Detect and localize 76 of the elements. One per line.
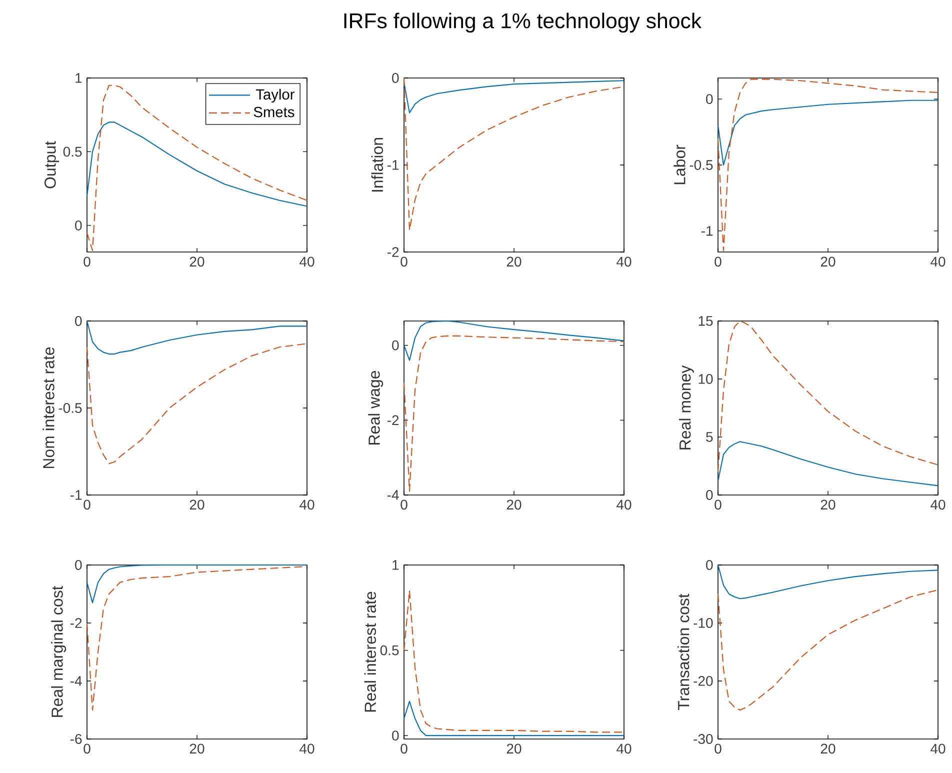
y-axis-title: Real wage xyxy=(368,370,384,444)
x-tick-label: 20 xyxy=(506,500,522,510)
x-tick-label: 20 xyxy=(190,744,204,754)
y-tick-label: -4 xyxy=(387,490,399,500)
y-tick-label: 0 xyxy=(75,316,82,326)
y-tick-label: -2 xyxy=(70,618,82,628)
y-tick-label: 0 xyxy=(392,730,399,741)
x-tick-label: 40 xyxy=(930,744,946,754)
x-tick-label: 0 xyxy=(400,256,408,267)
x-tick-label: 40 xyxy=(930,256,946,267)
line-series xyxy=(86,84,308,252)
x-tick-label: 20 xyxy=(820,500,836,510)
y-tick-label: -1 xyxy=(387,160,399,170)
legend-label: Smets xyxy=(254,106,294,118)
x-tick-label: 0 xyxy=(84,744,90,754)
line-series xyxy=(86,320,308,355)
x-tick-label: 40 xyxy=(300,500,314,510)
y-tick-label: -2 xyxy=(387,415,399,426)
x-tick-label: 0 xyxy=(84,500,90,510)
legend-label: Taylor xyxy=(256,88,294,103)
x-tick-label: 40 xyxy=(616,744,632,754)
line-series xyxy=(717,320,939,472)
x-tick-label: 0 xyxy=(400,500,408,510)
y-tick-label: 0 xyxy=(706,94,713,104)
x-tick-label: 40 xyxy=(300,744,314,754)
x-tick-label: 0 xyxy=(84,256,90,267)
x-tick-label: 20 xyxy=(820,744,836,754)
chart-title: IRFs following a 1% technology shock xyxy=(344,12,702,33)
y-tick-label: -2 xyxy=(387,247,399,257)
y-tick-label: 10 xyxy=(698,374,713,384)
y-tick-label: -6 xyxy=(70,734,82,744)
x-tick-label: 40 xyxy=(616,500,632,510)
y-tick-label: 0 xyxy=(392,73,399,83)
y-tick-label: -4 xyxy=(70,676,82,686)
y-tick-label: 0 xyxy=(706,560,713,570)
y-axis-title: Real marginal cost xyxy=(51,586,66,717)
y-tick-label: 5 xyxy=(706,432,713,442)
y-axis-title: Inflation xyxy=(371,138,384,192)
x-tick-label: 0 xyxy=(714,500,722,510)
y-tick-label: 1 xyxy=(76,73,82,83)
x-tick-label: 0 xyxy=(714,256,722,267)
y-tick-label: -0.5 xyxy=(58,403,82,413)
x-tick-label: 0 xyxy=(714,744,722,754)
x-tick-label: 20 xyxy=(506,256,522,267)
y-tick-label: 1 xyxy=(392,560,399,570)
y-tick-label: -1 xyxy=(70,490,82,500)
x-tick-label: 20 xyxy=(506,744,522,754)
y-tick-label: 0 xyxy=(75,560,82,570)
y-tick-label: -1 xyxy=(701,226,713,236)
x-tick-label: 20 xyxy=(190,500,204,510)
y-axis-title: Nom interest rate xyxy=(42,347,54,468)
x-tick-label: 40 xyxy=(300,256,314,267)
line-series xyxy=(403,320,625,361)
x-tick-label: 0 xyxy=(400,744,408,754)
y-tick-label: 15 xyxy=(698,316,713,326)
x-tick-label: 40 xyxy=(930,500,946,510)
y-tick-label: -20 xyxy=(694,676,713,686)
y-tick-label: 0.5 xyxy=(63,146,82,157)
x-tick-label: 20 xyxy=(190,256,204,267)
y-axis-title: Output xyxy=(44,141,60,188)
y-tick-label: -0.5 xyxy=(690,160,713,170)
y-axis-title: Transaction cost xyxy=(678,594,690,710)
line-series xyxy=(86,343,308,464)
x-tick-label: 20 xyxy=(820,256,836,267)
y-axis-title: Real interest rate xyxy=(364,592,376,712)
y-tick-label: 0.5 xyxy=(380,645,399,656)
y-tick-label: 0 xyxy=(75,220,82,230)
y-tick-label: 0 xyxy=(392,340,399,350)
y-tick-label: -30 xyxy=(694,734,713,744)
line-series xyxy=(86,566,308,711)
y-axis-title: Labor xyxy=(674,144,686,184)
y-axis-title: Real money xyxy=(679,365,694,450)
y-tick-label: -10 xyxy=(694,618,713,628)
y-tick-label: 0 xyxy=(706,490,713,500)
line-series xyxy=(717,564,939,600)
x-tick-label: 40 xyxy=(616,256,632,267)
